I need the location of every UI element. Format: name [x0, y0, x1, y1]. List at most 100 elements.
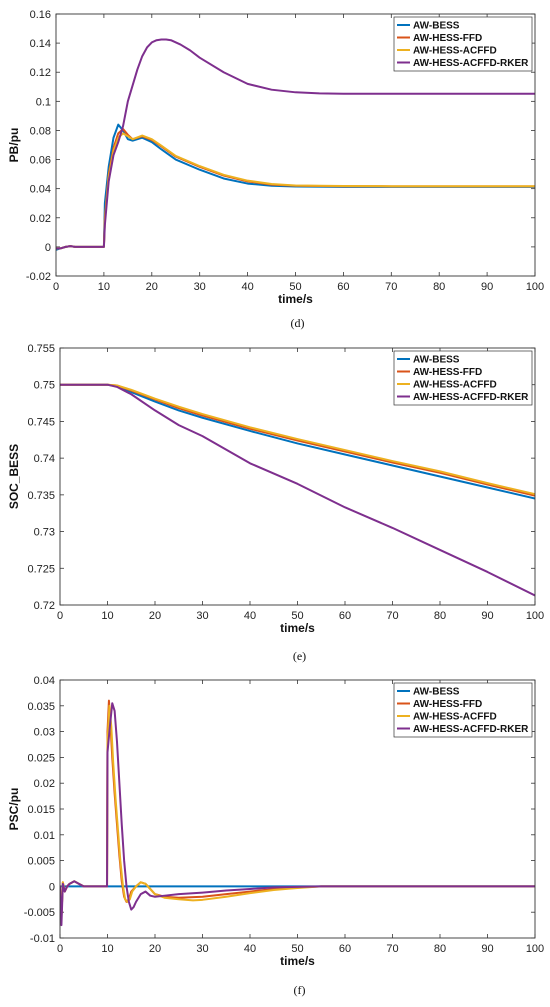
figure-caption: (f) [294, 983, 306, 997]
y-tick-label: 0.745 [27, 416, 55, 428]
x-tick-label: 10 [101, 610, 113, 622]
x-tick-label: 40 [241, 281, 253, 293]
y-tick-label: 0.1 [36, 96, 51, 108]
series-line-aw-hess-acffd-rker [60, 383, 535, 597]
x-tick-label: 20 [146, 281, 158, 293]
y-tick-label: 0.14 [30, 38, 51, 50]
y-tick-label: 0.16 [30, 9, 51, 21]
legend-box [393, 682, 533, 738]
axes-frame [59, 679, 536, 939]
x-tick-label: 60 [337, 281, 349, 293]
legend-entry: AW-BESS [413, 687, 460, 698]
y-tick-label: 0.02 [30, 213, 51, 225]
legend-entry: AW-HESS-FFD [413, 699, 482, 710]
axes-frame [55, 13, 536, 277]
legend-entry: AW-HESS-ACFFD-RKER [413, 392, 529, 403]
x-tick-label: 30 [196, 943, 208, 955]
x-tick-label: 50 [291, 610, 303, 622]
y-tick-label: 0.03 [34, 727, 55, 739]
legend-entry: AW-HESS-FFD [413, 367, 482, 378]
y-tick-label: 0.025 [27, 752, 55, 764]
legend-entry: AW-HESS-FFD [413, 33, 482, 44]
x-tick-label: 100 [526, 281, 544, 293]
y-axis-label: SOC_BESS [7, 444, 21, 509]
y-tick-label: 0.72 [34, 600, 55, 612]
x-tick-label: 100 [526, 610, 544, 622]
series-line-aw-hess-acffd [60, 383, 535, 496]
x-axis-label: time/s [280, 954, 315, 968]
x-tick-label: 70 [386, 943, 398, 955]
y-tick-label: 0.06 [30, 155, 51, 167]
chart-panel-f: 0 10 20 30 40 50 60 70 80 90 100 -0.01 -0.005 0 0.005 0… [7, 675, 544, 997]
legend-entry: AW-HESS-ACFFD [413, 712, 497, 723]
x-tick-label: 60 [339, 943, 351, 955]
y-tick-label: 0.74 [34, 453, 55, 465]
figure-caption: (d) [291, 316, 305, 330]
y-tick-label: 0 [49, 881, 55, 893]
series-line-aw-hess-acffd-rker [60, 702, 535, 927]
x-tick-label: 20 [149, 943, 161, 955]
y-tick-label: 0.12 [30, 67, 51, 79]
x-tick-label: 10 [101, 943, 113, 955]
chart-panel-e: 0 10 20 30 40 50 60 70 80 90 100 0.72 0.725 0.73 0.735… [7, 343, 544, 663]
legend-entry: AW-BESS [413, 355, 460, 366]
y-tick-label: 0.035 [27, 701, 55, 713]
x-tick-label: 40 [244, 610, 256, 622]
series-group [60, 699, 535, 927]
y-tick-label: 0.08 [30, 125, 51, 137]
y-tick-label: 0.015 [27, 804, 55, 816]
x-tick-label: 90 [481, 610, 493, 622]
x-tick-label: 70 [385, 281, 397, 293]
y-tick-label: -0.01 [30, 933, 55, 945]
y-tick-label: 0.005 [27, 856, 55, 868]
x-tick-label: 80 [434, 610, 446, 622]
y-tick-label: 0.04 [34, 675, 55, 687]
chart-panel-d: 0 10 20 30 40 50 60 70 80 90 100-0.0200.020.040.06… [7, 9, 544, 330]
y-tick-label: 0.02 [34, 778, 55, 790]
legend-entry: AW-HESS-ACFFD [413, 46, 497, 57]
x-tick-label: 30 [196, 610, 208, 622]
y-tick-label: 0.75 [34, 380, 55, 392]
x-tick-label: 0 [57, 943, 63, 955]
x-tick-label: 80 [434, 943, 446, 955]
legend-entry: AW-HESS-ACFFD-RKER [413, 58, 529, 69]
y-axis-label: PSC/pu [7, 788, 21, 831]
series-line-aw-hess-acffd-rker [56, 38, 535, 250]
x-tick-label: 70 [386, 610, 398, 622]
series-group [60, 383, 535, 597]
x-tick-label: 60 [339, 610, 351, 622]
x-tick-label: 0 [53, 281, 59, 293]
y-tick-label: 0.725 [27, 563, 55, 575]
y-tick-label: 0.01 [34, 830, 55, 842]
x-axis-label: time/s [278, 292, 313, 306]
y-tick-label: -0.02 [26, 271, 51, 283]
y-tick-label: 0.755 [27, 343, 55, 355]
legend-box [393, 350, 533, 406]
legend-entry: AW-HESS-ACFFD [413, 380, 497, 391]
x-tick-label: 50 [289, 281, 301, 293]
axes-frame [59, 347, 536, 606]
x-tick-label: 40 [244, 943, 256, 955]
x-tick-label: 90 [481, 281, 493, 293]
legend-entry: AW-BESS [413, 21, 460, 32]
x-tick-label: 20 [149, 610, 161, 622]
x-tick-label: 50 [291, 943, 303, 955]
legend-box [393, 16, 533, 72]
x-axis-label: time/s [280, 621, 315, 635]
y-tick-label: -0.005 [24, 907, 55, 919]
x-tick-label: 90 [481, 943, 493, 955]
y-tick-label: 0.73 [34, 527, 55, 539]
legend-entry: AW-HESS-ACFFD-RKER [413, 724, 529, 735]
x-tick-label: 80 [433, 281, 445, 293]
y-tick-label: 0.04 [30, 184, 51, 196]
y-tick-label: 0 [45, 242, 51, 254]
x-tick-label: 0 [57, 610, 63, 622]
y-tick-label: 0.735 [27, 490, 55, 502]
x-tick-label: 10 [98, 281, 110, 293]
x-tick-label: 100 [526, 943, 544, 955]
series-group [56, 38, 535, 251]
